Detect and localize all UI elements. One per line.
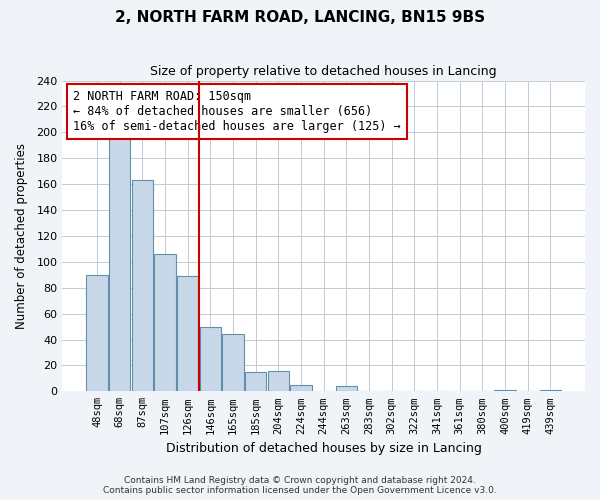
Bar (245, 372, 266, 392)
Text: 2, NORTH FARM ROAD, LANCING, BN15 9BS: 2, NORTH FARM ROAD, LANCING, BN15 9BS (115, 10, 485, 25)
Bar (177, 276, 199, 392)
Bar (86, 275, 108, 392)
Bar (131, 180, 153, 392)
X-axis label: Distribution of detached houses by size in Lancing: Distribution of detached houses by size … (166, 442, 482, 455)
Bar (290, 385, 312, 392)
Text: Contains HM Land Registry data © Crown copyright and database right 2024.
Contai: Contains HM Land Registry data © Crown c… (103, 476, 497, 495)
Bar (268, 370, 289, 392)
Title: Size of property relative to detached houses in Lancing: Size of property relative to detached ho… (151, 65, 497, 78)
Bar (222, 334, 244, 392)
Bar (494, 390, 516, 392)
Text: 2 NORTH FARM ROAD: 150sqm
← 84% of detached houses are smaller (656)
16% of semi: 2 NORTH FARM ROAD: 150sqm ← 84% of detac… (73, 90, 401, 133)
Bar (540, 390, 561, 392)
Y-axis label: Number of detached properties: Number of detached properties (15, 143, 28, 329)
Bar (154, 254, 176, 392)
Bar (200, 326, 221, 392)
Bar (109, 132, 130, 392)
Bar (335, 386, 357, 392)
